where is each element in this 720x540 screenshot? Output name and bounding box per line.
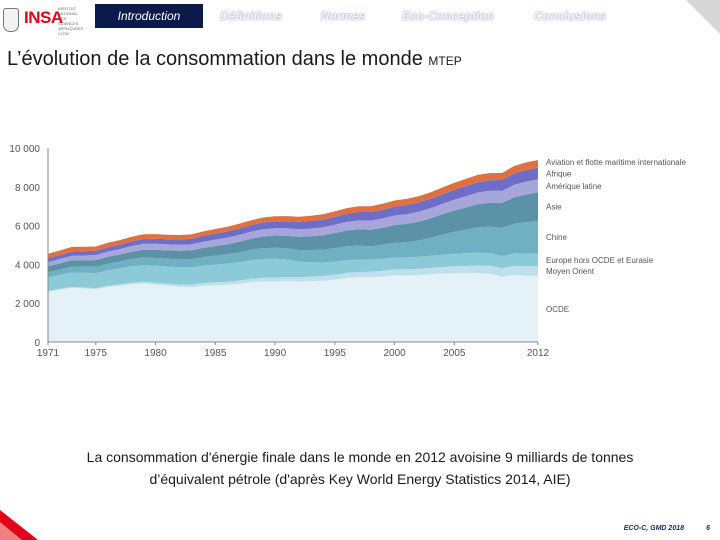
legend-label: Aviation et flotte maritime internationa… xyxy=(546,158,686,167)
nav-tab-normes[interactable]: Normes xyxy=(320,9,366,23)
area-series xyxy=(48,252,538,291)
stacked-area-chart: 0 2 000 4 000 6 000 8 000 10 000 1971 1975 1980 1… xyxy=(9,144,686,359)
title-unit: MTEP xyxy=(428,54,462,68)
corner-decoration xyxy=(686,0,720,34)
y-tick-label: 0 xyxy=(34,338,40,349)
logo-subtext: Institut national des sciences appliquée… xyxy=(58,6,84,36)
logo-text: INSA xyxy=(24,8,63,27)
y-tick-label: 2 000 xyxy=(15,299,40,310)
corner-decoration-bottom-light xyxy=(0,522,22,540)
x-tick-label: 1980 xyxy=(144,348,167,359)
area-series xyxy=(48,192,538,273)
y-tick-label: 6 000 xyxy=(15,222,40,233)
area-series xyxy=(48,220,538,278)
nav-tab-definitions[interactable]: Définitions xyxy=(220,9,282,23)
y-tick-label: 4 000 xyxy=(15,260,40,271)
legend-label: Moyen Orient xyxy=(546,267,595,276)
x-tick-label: 1975 xyxy=(85,348,108,359)
area-series xyxy=(48,273,538,342)
nav-tab-eco-conception[interactable]: Eco-Conception xyxy=(402,9,494,23)
insa-logo[interactable]: INSA Institut national des sciences appl… xyxy=(0,2,88,36)
title-main: L’évolution de la consommation dans le m… xyxy=(7,48,423,70)
top-navigation-bar: INSA Institut national des sciences appl… xyxy=(0,0,720,38)
page-number: 6 xyxy=(706,525,710,532)
x-tick-label: 1990 xyxy=(264,348,287,359)
page-title: L’évolution de la consommation dans le m… xyxy=(7,48,462,71)
chart-caption: La consommation d'énergie finale dans le… xyxy=(20,446,700,490)
x-tick-label: 1971 xyxy=(37,348,60,359)
footer-label: ECO-C, GMD 2018 xyxy=(623,525,684,532)
legend-label: Europe hors OCDE et Eurasie xyxy=(546,256,654,265)
caption-line-1: La consommation d'énergie finale dans le… xyxy=(86,449,634,465)
legend-label: Amérique latine xyxy=(546,182,602,191)
nav-tab-conclusions[interactable]: Conclusions xyxy=(533,9,606,23)
legend-label: Afrique xyxy=(546,169,572,178)
x-tick-label: 2000 xyxy=(383,348,406,359)
x-tick-label: 2012 xyxy=(527,348,550,359)
area-series xyxy=(48,167,538,263)
y-tick-label: 8 000 xyxy=(15,183,40,194)
crest-icon xyxy=(3,8,19,32)
area-series xyxy=(48,265,538,292)
legend-label: Chine xyxy=(546,233,567,242)
area-series xyxy=(48,160,538,259)
x-tick-label: 1985 xyxy=(204,348,227,359)
nav-tab-introduction[interactable]: Introduction xyxy=(95,4,203,28)
x-tick-label: 1995 xyxy=(324,348,347,359)
y-tick-label: 10 000 xyxy=(9,144,40,155)
legend-label: Asie xyxy=(546,203,562,212)
area-series xyxy=(48,179,538,267)
x-tick-label: 2005 xyxy=(443,348,466,359)
legend-label: OCDE xyxy=(546,305,569,314)
caption-line-2: d’équivalent pétrole (d'après Key World … xyxy=(149,471,571,487)
